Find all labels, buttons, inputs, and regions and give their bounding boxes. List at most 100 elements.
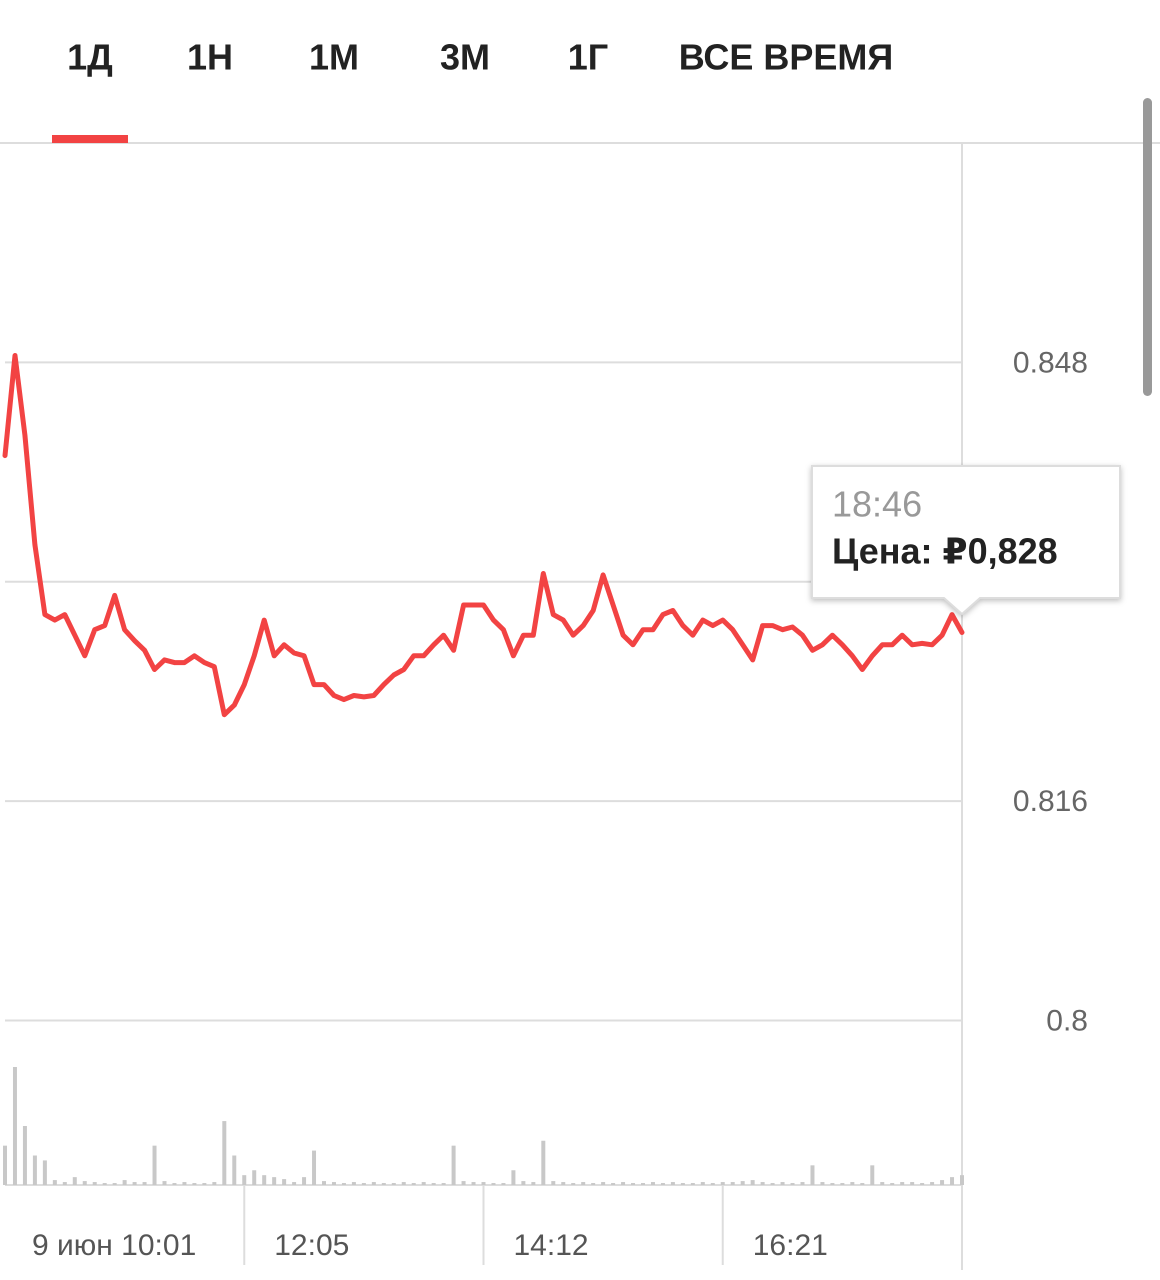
x-tick-label: 12:05 xyxy=(274,1229,349,1262)
volume-bar xyxy=(850,1182,855,1185)
tab[interactable]: 3М xyxy=(440,37,490,78)
volume-bar xyxy=(421,1182,426,1185)
volume-bar xyxy=(930,1182,935,1185)
volume-bar xyxy=(331,1182,336,1185)
volume-bar xyxy=(3,1145,7,1185)
tab[interactable]: 1Н xyxy=(187,37,233,78)
volume-bar xyxy=(800,1182,805,1185)
volume-bar xyxy=(910,1182,915,1185)
volume-bar xyxy=(760,1182,765,1185)
volume-bar xyxy=(351,1182,356,1185)
tab[interactable]: 1М xyxy=(309,37,359,78)
volume-bar xyxy=(431,1183,436,1185)
volume-bar xyxy=(631,1183,636,1185)
volume-bar xyxy=(720,1182,725,1185)
active-tab-indicator xyxy=(52,135,128,143)
volume-bar xyxy=(451,1145,456,1185)
volume-bar xyxy=(42,1160,47,1185)
y-tick-label: 0.8 xyxy=(1046,1004,1088,1037)
volume-bar xyxy=(152,1145,157,1185)
volume-bar xyxy=(750,1180,755,1185)
volume-bar xyxy=(501,1183,506,1185)
y-tick-label: 0.848 xyxy=(1013,346,1088,379)
scrollbar[interactable] xyxy=(1143,98,1152,396)
volume-bar xyxy=(531,1182,536,1185)
volume-bar xyxy=(312,1150,317,1185)
volume-bar xyxy=(680,1183,685,1185)
volume-bar xyxy=(950,1177,955,1185)
volume-bar xyxy=(790,1183,795,1185)
volume-bar xyxy=(471,1182,476,1185)
volume-bar xyxy=(441,1183,446,1185)
volume-bar xyxy=(940,1180,945,1185)
volume-bar xyxy=(172,1183,177,1185)
volume-bar xyxy=(242,1175,247,1185)
tooltip: 18:46 Цена: ₽0,828 xyxy=(811,465,1121,616)
volume-bar xyxy=(122,1180,127,1185)
volume-bar xyxy=(222,1121,227,1185)
volume-bar xyxy=(491,1183,496,1185)
volume-bar xyxy=(700,1182,705,1185)
tooltip-price: Цена: ₽0,828 xyxy=(832,531,1058,572)
tab[interactable]: ВСЕ ВРЕМЯ xyxy=(679,37,894,78)
volume-bar xyxy=(272,1177,277,1185)
volume-bar xyxy=(710,1183,715,1185)
volume-bar xyxy=(22,1126,27,1185)
volume-bar xyxy=(820,1182,825,1185)
volume-bar xyxy=(591,1183,596,1185)
volume-bar xyxy=(322,1181,326,1185)
volume-bar xyxy=(780,1182,785,1185)
volume-bar xyxy=(391,1183,396,1185)
volume-bar xyxy=(670,1182,675,1185)
volume-bar xyxy=(740,1181,745,1185)
volume-bar xyxy=(840,1183,845,1185)
tooltip-time: 18:46 xyxy=(832,484,922,525)
tab[interactable]: 1Д xyxy=(67,37,113,78)
volume-bar xyxy=(960,1175,964,1185)
volume-bar xyxy=(551,1181,556,1185)
tooltip-box xyxy=(811,465,1121,616)
volume-bar xyxy=(920,1183,925,1185)
volume-bar xyxy=(162,1181,167,1185)
volume-bar xyxy=(381,1183,386,1185)
volume-bar xyxy=(202,1183,207,1185)
volume-bar xyxy=(192,1183,197,1185)
volume-bar xyxy=(601,1182,606,1185)
y-tick-label: 0.816 xyxy=(1013,785,1088,818)
volume-bar xyxy=(82,1181,87,1185)
volume-bar xyxy=(660,1183,665,1185)
volume-bar xyxy=(232,1155,237,1185)
volume-bar xyxy=(212,1182,217,1185)
volume-bar xyxy=(730,1182,735,1185)
volume-bar xyxy=(401,1182,406,1185)
volume-bar xyxy=(52,1180,57,1185)
volume-bar xyxy=(132,1182,137,1185)
volume-bar xyxy=(302,1177,307,1185)
volume-bar xyxy=(62,1182,67,1185)
volume-bar xyxy=(621,1182,626,1185)
volume-bar xyxy=(341,1183,346,1185)
volume-bar xyxy=(461,1181,466,1185)
volume-bar xyxy=(282,1179,287,1185)
volume-bar xyxy=(541,1140,546,1185)
volume-bar xyxy=(72,1177,77,1185)
x-tick-label: 9 июн 10:01 xyxy=(32,1229,196,1262)
volume-bar xyxy=(102,1183,107,1185)
volume-bar xyxy=(292,1182,297,1185)
volume-bar xyxy=(900,1182,905,1185)
volume-bar xyxy=(880,1182,885,1185)
volume-bar xyxy=(361,1183,366,1185)
volume-bar xyxy=(371,1182,376,1185)
volume-bar xyxy=(650,1182,655,1185)
volume-bar xyxy=(870,1165,875,1185)
volume-bar xyxy=(252,1170,257,1185)
volume-bar xyxy=(860,1183,865,1185)
volume-bar xyxy=(32,1155,37,1185)
volume-bar xyxy=(770,1183,775,1185)
volume-bar xyxy=(581,1182,586,1185)
volume-bar xyxy=(830,1183,835,1185)
volume-bar xyxy=(641,1183,645,1185)
volume-bar xyxy=(12,1067,17,1185)
tab[interactable]: 1Г xyxy=(568,37,608,78)
